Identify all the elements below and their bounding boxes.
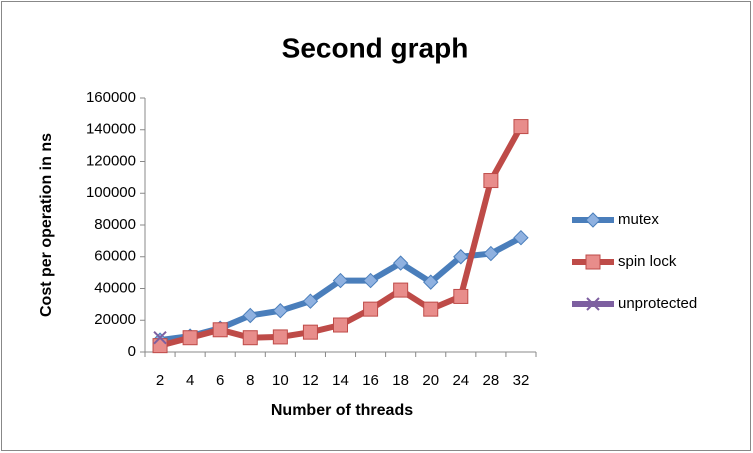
legend-marker bbox=[585, 212, 601, 228]
legend-label: spin lock bbox=[618, 253, 677, 270]
y-tick-label: 60000 bbox=[94, 248, 136, 265]
marker bbox=[483, 173, 499, 189]
marker bbox=[272, 329, 288, 345]
x-tick-label: 28 bbox=[483, 372, 500, 389]
legend-label: mutex bbox=[618, 211, 659, 228]
legend-label: unprotected bbox=[618, 295, 697, 312]
marker bbox=[212, 322, 228, 338]
y-tick-label: 80000 bbox=[94, 216, 136, 233]
y-tick-label: 20000 bbox=[94, 311, 136, 328]
marker bbox=[332, 272, 349, 289]
chart-title: Second graph bbox=[282, 32, 469, 63]
x-tick-label: 10 bbox=[272, 372, 289, 389]
marker bbox=[153, 331, 167, 345]
marker bbox=[333, 317, 348, 333]
marker bbox=[513, 119, 529, 135]
marker bbox=[182, 330, 198, 346]
x-tick-label: 16 bbox=[362, 372, 379, 389]
marker bbox=[302, 324, 318, 340]
legend-marker bbox=[585, 254, 601, 270]
x-tick-label: 2 bbox=[156, 372, 164, 389]
y-tick-label: 100000 bbox=[86, 184, 136, 201]
x-tick-label: 20 bbox=[422, 372, 439, 389]
x-tick-label: 8 bbox=[246, 372, 254, 389]
x-tick-label: 12 bbox=[302, 372, 319, 389]
marker bbox=[423, 274, 439, 290]
marker bbox=[242, 330, 258, 346]
x-tick-label: 14 bbox=[332, 372, 349, 389]
marker bbox=[513, 229, 529, 246]
y-tick-label: 0 bbox=[128, 343, 136, 360]
x-axis-title: Number of threads bbox=[271, 402, 413, 419]
y-tick-label: 120000 bbox=[86, 152, 136, 169]
x-tick-label: 18 bbox=[392, 372, 409, 389]
x-tick-label: 6 bbox=[216, 372, 224, 389]
marker bbox=[363, 301, 379, 317]
marker bbox=[152, 338, 168, 354]
x-tick-label: 24 bbox=[452, 372, 469, 389]
marker bbox=[362, 272, 379, 289]
marker bbox=[272, 303, 289, 319]
marker bbox=[393, 282, 409, 298]
y-axis-title: Cost per operation in ns bbox=[38, 133, 55, 317]
legend-marker bbox=[586, 297, 600, 311]
marker bbox=[423, 301, 439, 317]
marker bbox=[242, 307, 258, 324]
y-tick-label: 140000 bbox=[86, 121, 136, 138]
marker bbox=[483, 245, 499, 262]
marker bbox=[392, 255, 409, 271]
marker bbox=[453, 249, 469, 265]
y-tick-label: 160000 bbox=[86, 89, 136, 106]
marker bbox=[453, 288, 469, 304]
marker bbox=[302, 293, 319, 309]
x-tick-label: 32 bbox=[513, 372, 530, 389]
y-tick-label: 40000 bbox=[94, 279, 136, 296]
x-tick-label: 4 bbox=[186, 372, 194, 389]
